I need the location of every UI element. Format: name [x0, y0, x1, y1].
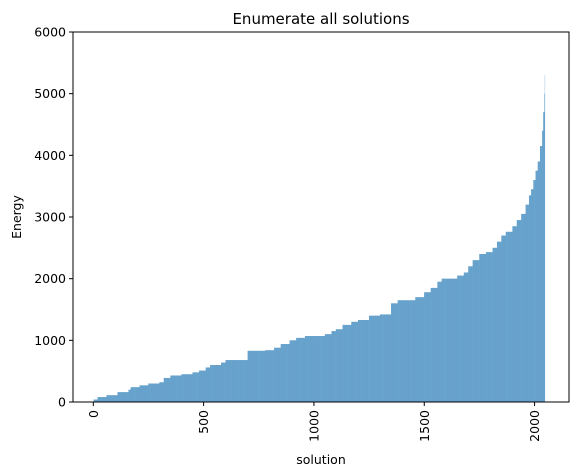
- y-tick-label: 4000: [34, 148, 66, 163]
- bars-group: [93, 75, 546, 403]
- x-tick-label: 0: [86, 410, 101, 418]
- ticks-group: 0 1000 2000 3000 4000 5000 6000 0 500 1000 1500 200…: [34, 25, 542, 442]
- y-tick-label: 2000: [34, 271, 66, 286]
- y-tick-label: 0: [58, 395, 66, 410]
- plot-frame: [72, 31, 570, 403]
- y-tick-label: 5000: [34, 86, 66, 101]
- x-tick-label: 1500: [417, 410, 432, 442]
- y-axis-label: Energy: [9, 195, 24, 239]
- chart-title: Enumerate all solutions: [232, 10, 409, 28]
- y-tick-label: 1000: [34, 333, 66, 348]
- x-axis-label: solution: [296, 452, 346, 467]
- y-tick-label: 6000: [34, 25, 66, 40]
- x-tick-label: 2000: [527, 410, 542, 442]
- y-tick-label: 3000: [34, 210, 66, 225]
- x-tick-label: 500: [196, 410, 211, 434]
- x-tick-label: 1000: [306, 410, 321, 442]
